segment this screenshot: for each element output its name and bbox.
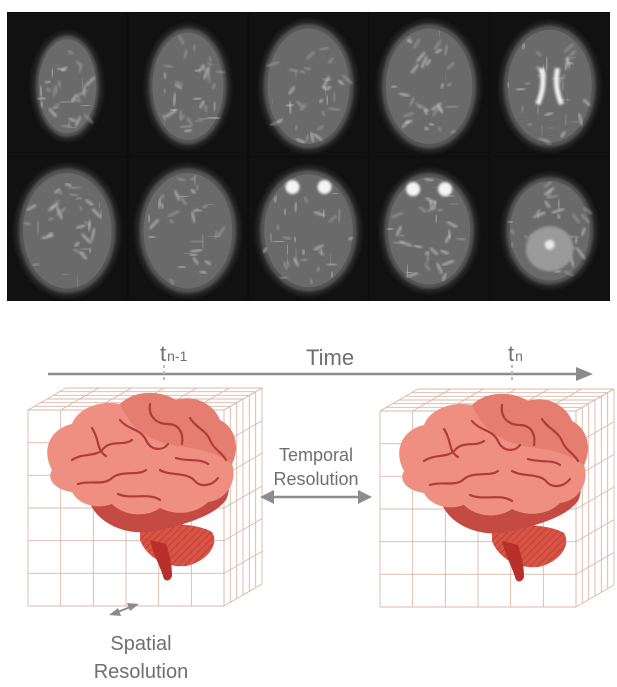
temporal-resolution-line1: Temporal [279, 445, 353, 465]
brain-cube-right [379, 388, 615, 608]
spatial-arrow-left-icon [109, 608, 121, 616]
mri-slice [8, 13, 127, 156]
temporal-arrow-right-icon [358, 490, 372, 504]
temporal-resolution: Temporal Resolution [260, 445, 372, 504]
spatial-resolution: Spatial Resolution [94, 603, 189, 683]
mri-slice [369, 157, 489, 300]
tick-right-label: tn [508, 341, 523, 366]
mri-slice [249, 157, 368, 300]
temporal-arrow-left-icon [260, 490, 274, 504]
mri-slice [128, 13, 248, 156]
spatial-arrow-right-icon [127, 603, 139, 611]
tick-left-base: t [160, 341, 166, 366]
tick-right-base: t [508, 341, 514, 366]
brain-icon [399, 393, 588, 582]
spatial-resolution-line2: Resolution [94, 661, 189, 683]
brain-icon [47, 392, 236, 581]
mri-panel [7, 12, 610, 301]
mri-slice [490, 13, 609, 156]
spatial-resolution-line1: Spatial [110, 633, 171, 655]
temporal-resolution-line2: Resolution [273, 469, 358, 489]
mri-slice [249, 13, 368, 156]
tick-left-label: tn-1 [160, 341, 188, 366]
mri-slice [8, 157, 127, 300]
timeline: Time tn-1 tn [48, 341, 593, 383]
mri-slice [369, 13, 489, 156]
tick-left-subscript: n-1 [167, 348, 187, 364]
mri-slices [8, 13, 609, 300]
tick-right-subscript: n [515, 348, 523, 364]
time-arrow-head-icon [576, 367, 593, 381]
brain-cube-left [27, 387, 263, 607]
mri-slice [490, 157, 609, 300]
mri-slice [128, 157, 248, 300]
time-label: Time [306, 345, 354, 370]
